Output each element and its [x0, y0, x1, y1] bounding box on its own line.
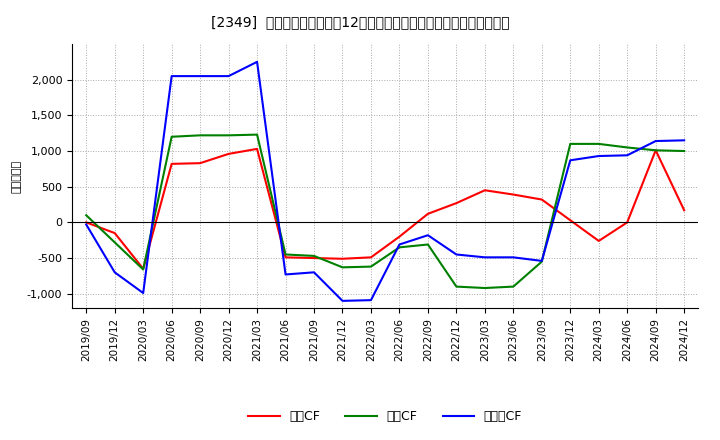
- Y-axis label: （百万円）: （百万円）: [12, 159, 21, 193]
- Text: [2349]  キャッシュフローの12か月移動合計の対前年同期増減額の推移: [2349] キャッシュフローの12か月移動合計の対前年同期増減額の推移: [211, 15, 509, 29]
- Legend: 営業CF, 投資CF, フリーCF: 営業CF, 投資CF, フリーCF: [243, 406, 527, 429]
